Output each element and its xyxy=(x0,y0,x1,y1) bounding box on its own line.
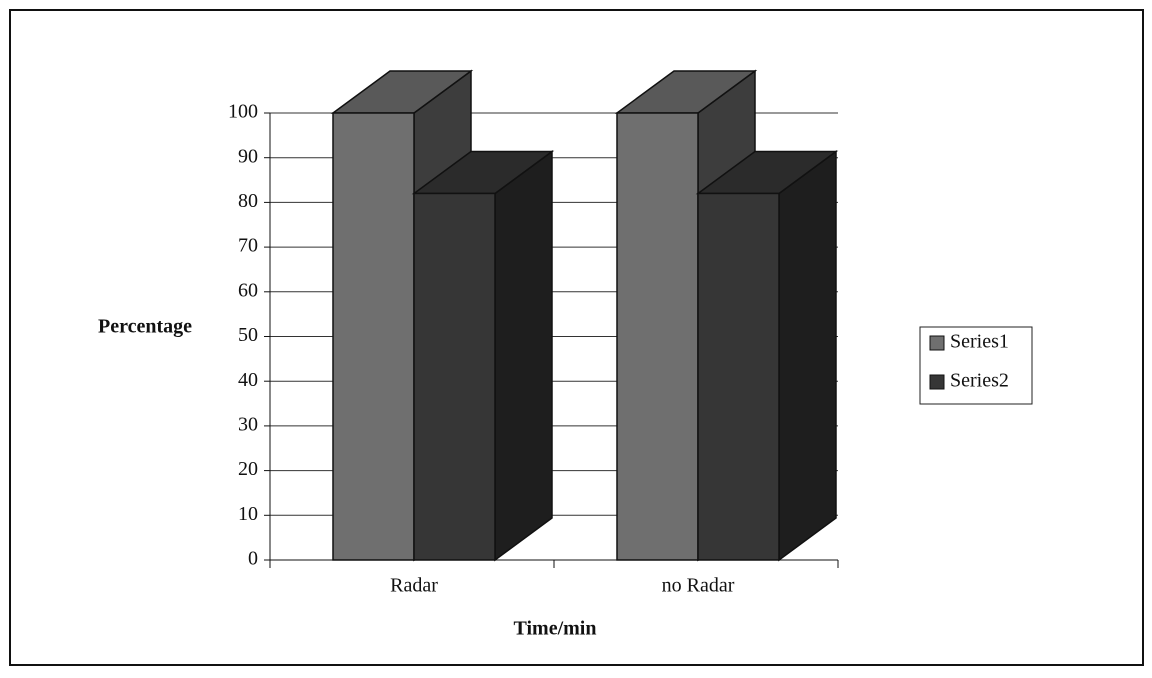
y-tick-label: 100 xyxy=(228,101,258,123)
y-tick-label: 40 xyxy=(238,369,258,391)
legend-label: Series2 xyxy=(950,370,1009,392)
legend-swatch xyxy=(929,374,945,390)
legend-swatch xyxy=(929,335,945,351)
y-tick-label: 10 xyxy=(238,503,258,525)
bar xyxy=(616,112,699,561)
x-tick-label: Radar xyxy=(390,575,438,597)
y-tick-label: 80 xyxy=(238,190,258,212)
bar xyxy=(697,192,780,561)
bar-side xyxy=(494,149,553,562)
legend-label: Series1 xyxy=(950,331,1009,353)
bar xyxy=(332,112,415,561)
y-axis-title: Percentage xyxy=(98,316,192,338)
y-tick-label: 60 xyxy=(238,279,258,301)
bar xyxy=(413,192,496,561)
y-tick-label: 90 xyxy=(238,145,258,167)
y-tick-label: 30 xyxy=(238,413,258,435)
y-tick-label: 70 xyxy=(238,235,258,257)
y-tick-label: 0 xyxy=(248,548,258,570)
y-tick-label: 20 xyxy=(238,458,258,480)
x-tick-label: no Radar xyxy=(662,575,735,597)
y-tick-label: 50 xyxy=(238,324,258,346)
bar-side xyxy=(778,149,837,562)
x-axis-title: Time/min xyxy=(514,618,597,640)
